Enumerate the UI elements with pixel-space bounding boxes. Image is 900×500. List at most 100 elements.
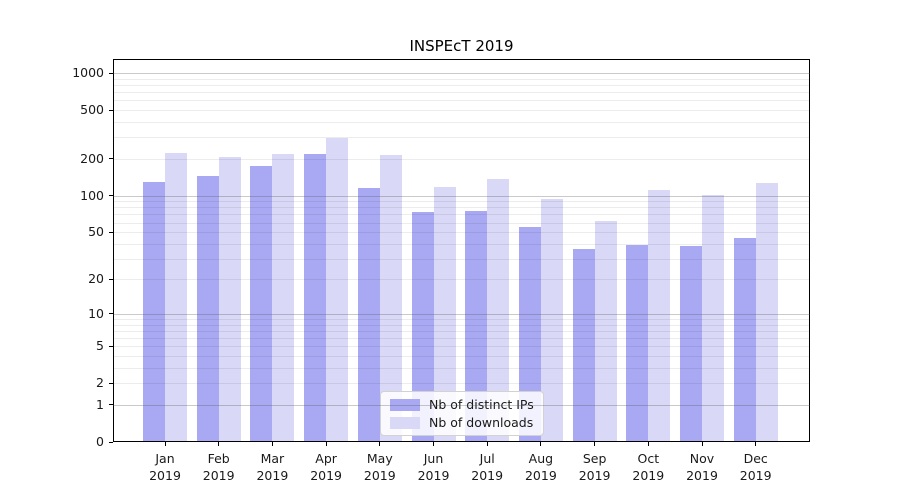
y-axis-tick — [109, 313, 113, 315]
gridline-major — [113, 195, 810, 197]
legend-row: Nb of downloads — [390, 415, 534, 430]
bar-nb-of-distinct-ips-mar — [250, 165, 273, 442]
gridline-minor — [113, 122, 810, 124]
gridline-minor — [113, 201, 810, 203]
gridline-minor — [113, 356, 810, 358]
x-axis-tick — [540, 442, 542, 446]
bar-nb-of-downloads-jul — [487, 178, 510, 442]
bar-nb-of-distinct-ips-dec — [733, 237, 756, 442]
y-axis-tick — [109, 345, 113, 347]
gridlines-layer — [113, 59, 810, 442]
x-axis-tick-label: Sep 2019 — [578, 451, 611, 483]
y-axis-tick-label: 20 — [88, 271, 104, 287]
gridline-minor — [113, 85, 810, 87]
y-axis-tick — [109, 109, 113, 111]
gridline-minor — [113, 346, 810, 348]
y-axis-tick-label: 5 — [96, 338, 104, 354]
gridline-minor — [113, 243, 810, 245]
gridline-minor — [113, 232, 810, 234]
y-axis-tick-label: 1 — [96, 396, 104, 412]
y-axis-tick — [109, 72, 113, 74]
x-axis-tick-label: Apr 2019 — [310, 451, 342, 483]
x-axis-tick — [647, 442, 649, 446]
x-axis-tick — [271, 442, 273, 446]
bar-nb-of-downloads-feb — [218, 156, 241, 442]
gridline-minor — [113, 92, 810, 94]
bar-nb-of-downloads-mar — [272, 153, 295, 442]
x-axis-tick — [164, 442, 166, 446]
gridline-minor — [113, 222, 810, 224]
gridline-minor — [113, 330, 810, 332]
x-axis-tick-label: Dec 2019 — [739, 451, 772, 483]
bar-nb-of-downloads-jun — [433, 186, 456, 442]
y-axis-tick — [109, 441, 113, 443]
gridline-minor — [113, 207, 810, 209]
bar-nb-of-distinct-ips-oct — [626, 245, 649, 442]
y-axis-tick-label: 2 — [96, 375, 104, 391]
bar-nb-of-distinct-ips-jul — [465, 210, 488, 442]
y-axis-tick-label: 200 — [80, 150, 104, 166]
legend: Nb of distinct IPs Nb of downloads — [380, 391, 544, 436]
bar-nb-of-downloads-dec — [755, 182, 778, 442]
bar-nb-of-downloads-nov — [702, 195, 724, 442]
x-axis-tick-label: Aug 2019 — [524, 451, 557, 483]
x-axis-tick-label: Jan 2019 — [149, 451, 181, 483]
bar-nb-of-downloads-sep — [594, 220, 617, 442]
x-axis-tick-label: May 2019 — [363, 451, 396, 483]
y-axis-tick — [109, 195, 113, 197]
legend-label: Nb of distinct IPs — [429, 397, 534, 412]
bar-nb-of-downloads-jan — [165, 152, 187, 442]
y-axis-tick-label: 100 — [80, 187, 104, 203]
x-axis-tick — [325, 442, 327, 446]
y-axis-tick — [109, 278, 113, 280]
bar-nb-of-distinct-ips-aug — [518, 227, 541, 442]
x-axis-tick-label: Nov 2019 — [686, 451, 718, 483]
x-axis-tick-label: Jul 2019 — [471, 451, 504, 483]
gridline-minor — [113, 338, 810, 340]
x-axis-tick-label: Oct 2019 — [632, 451, 665, 483]
bar-nb-of-distinct-ips-jan — [143, 181, 165, 442]
bar-nb-of-distinct-ips-may — [357, 188, 380, 442]
chart-title: INSPEcT 2019 — [409, 37, 514, 55]
gridline-minor — [113, 319, 810, 321]
bar-nb-of-distinct-ips-apr — [304, 154, 327, 442]
y-axis-tick — [109, 158, 113, 160]
legend-swatch-icon — [390, 416, 420, 429]
gridline-minor — [113, 279, 810, 281]
y-axis-tick-label: 50 — [88, 224, 104, 240]
gridline-minor — [113, 158, 810, 160]
gridline-minor — [113, 78, 810, 80]
y-axis-tick-label: 500 — [80, 102, 104, 118]
x-axis-tick-label: Jun 2019 — [417, 451, 450, 483]
bar-nb-of-downloads-may — [379, 155, 402, 442]
gridline-major — [113, 73, 810, 75]
x-axis-tick — [486, 442, 488, 446]
gridline-minor — [113, 110, 810, 112]
y-axis-tick-label: 10 — [88, 305, 104, 321]
x-axis-tick — [379, 442, 381, 446]
x-axis-tick-label: Mar 2019 — [256, 451, 289, 483]
x-axis-tick — [755, 442, 757, 446]
gridline-minor — [113, 100, 810, 102]
legend-swatch-icon — [390, 398, 420, 411]
bar-nb-of-downloads-aug — [540, 199, 563, 442]
y-axis-tick — [109, 382, 113, 384]
y-axis-tick — [109, 404, 113, 406]
bar-nb-of-distinct-ips-feb — [196, 175, 219, 442]
gridline-minor — [113, 258, 810, 260]
y-axis-tick — [109, 231, 113, 233]
legend-row: Nb of distinct IPs — [390, 397, 534, 412]
x-axis-tick — [701, 442, 703, 446]
bar-nb-of-distinct-ips-jun — [411, 212, 434, 442]
gridline-minor — [113, 137, 810, 139]
bar-nb-of-downloads-oct — [648, 190, 671, 442]
bar-nb-of-distinct-ips-nov — [680, 246, 702, 442]
x-axis-tick — [433, 442, 434, 446]
x-axis-tick-label: Feb 2019 — [202, 451, 235, 483]
gridline-minor — [113, 214, 810, 216]
gridline-minor — [113, 367, 810, 369]
y-axis-tick-label: 1000 — [72, 65, 104, 81]
x-axis-tick — [594, 442, 596, 446]
gridline-minor — [113, 383, 810, 385]
